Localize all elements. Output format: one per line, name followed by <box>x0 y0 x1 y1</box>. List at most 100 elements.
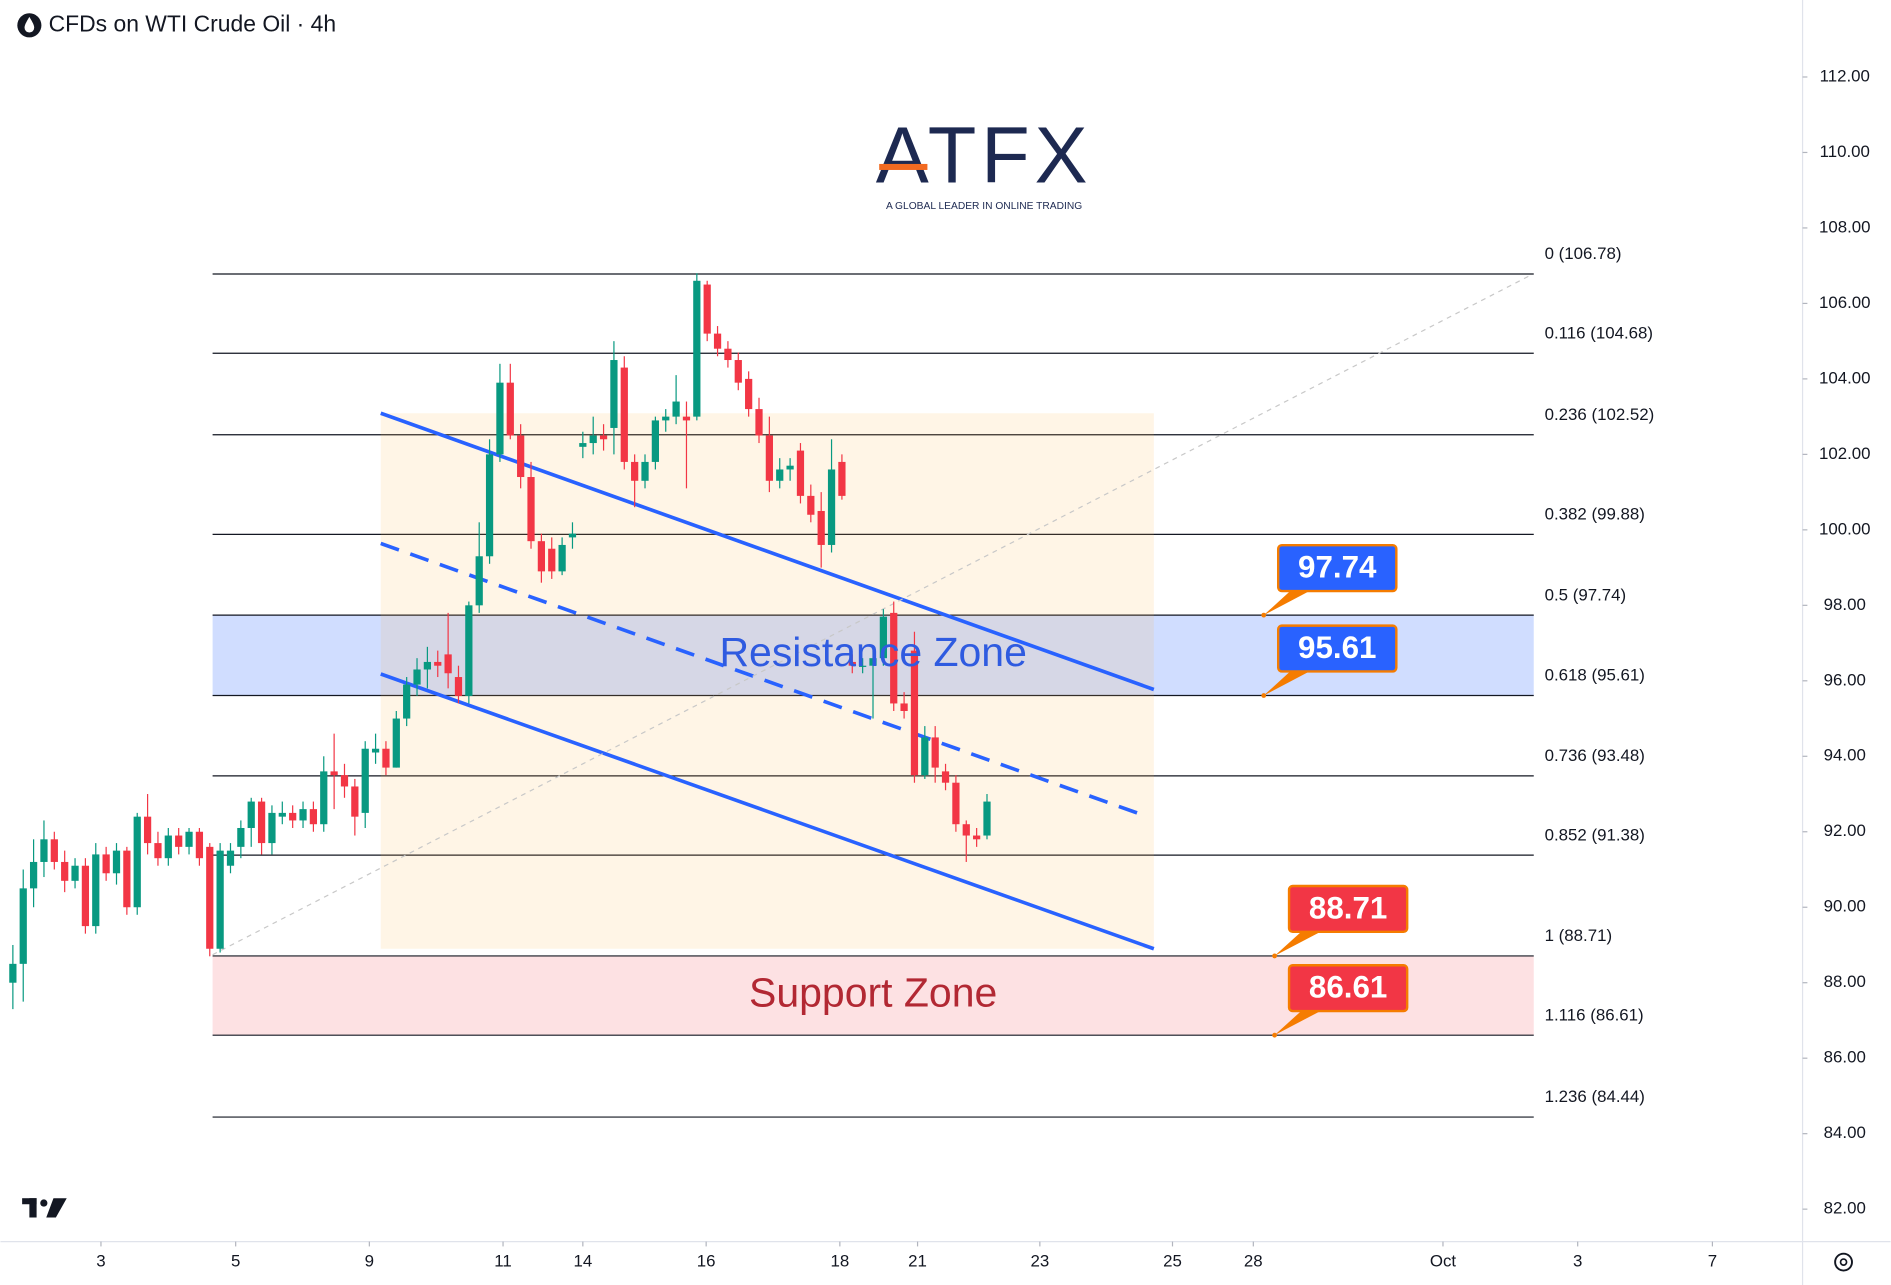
candle-body <box>599 435 608 440</box>
fib-label: 1.236 (84.44) <box>1545 1087 1645 1106</box>
candle-body <box>745 378 753 410</box>
x-tick-label: 16 <box>697 1252 716 1271</box>
y-tick-label: 96.00 <box>1824 670 1866 689</box>
candle-body <box>237 827 245 847</box>
candle-body <box>983 801 991 836</box>
y-tick-label: 100.00 <box>1819 519 1871 538</box>
candle-body <box>631 461 639 481</box>
candle-body <box>807 495 815 515</box>
candle-body <box>351 786 359 817</box>
candle-body <box>185 831 193 847</box>
callout-anchor <box>1272 953 1277 959</box>
header: CFDs on WTI Crude Oil · 4h <box>17 10 336 38</box>
candle-body <box>931 737 939 768</box>
candle-body <box>921 737 929 776</box>
candle-body <box>257 801 266 844</box>
fib-label: 0.736 (93.48) <box>1545 746 1645 765</box>
y-tick-label: 110.00 <box>1820 142 1870 161</box>
candle-body <box>952 782 960 825</box>
x-tick-label: 9 <box>365 1252 374 1271</box>
candle-body <box>247 801 255 828</box>
candle-body <box>485 454 494 557</box>
candle-body <box>143 816 152 844</box>
candle-body <box>403 684 411 719</box>
channel-layer <box>380 411 1155 951</box>
candle-body <box>662 416 670 421</box>
watermark: ATFX A GLOBAL LEADER IN ONLINE TRADING <box>876 111 1088 212</box>
candle-body <box>320 771 328 825</box>
x-tick-label: 11 <box>494 1252 512 1271</box>
candle-body <box>838 461 846 496</box>
candle-body <box>517 435 525 478</box>
candle-body <box>568 533 577 538</box>
y-tick-label: 90.00 <box>1824 897 1866 916</box>
candle-body <box>164 835 172 859</box>
candle-body <box>444 654 452 674</box>
y-tick-label: 106.00 <box>1819 293 1871 312</box>
candle-body <box>81 865 90 927</box>
callout-label: 97.74 <box>1298 550 1377 585</box>
candle-body <box>392 718 400 768</box>
callout-pointer <box>1274 931 1321 956</box>
callout-box <box>1287 964 1409 1013</box>
candle-body <box>859 665 867 667</box>
candle-body <box>620 367 628 462</box>
logo-part <box>46 1198 67 1218</box>
candle-body <box>371 748 380 753</box>
candle-body <box>755 409 763 436</box>
y-tick-label: 112.00 <box>1820 66 1870 85</box>
candle-body <box>589 435 597 444</box>
callout-anchor <box>1261 612 1267 618</box>
x-tick-label: 14 <box>573 1252 592 1271</box>
logo-part <box>40 1199 48 1207</box>
channel-line <box>380 411 1155 692</box>
x-tick-label: 5 <box>231 1252 240 1271</box>
callout-label: 86.61 <box>1309 970 1387 1005</box>
y-tick-label: 86.00 <box>1824 1048 1866 1067</box>
candle-body <box>226 850 235 866</box>
candle-body <box>154 843 162 859</box>
fib-label: 0.852 (91.38) <box>1545 825 1645 844</box>
callout-anchor <box>1261 693 1267 698</box>
fib-trend-line <box>212 274 1532 956</box>
candle-body <box>672 401 680 417</box>
candle-body <box>195 831 204 859</box>
candle-body <box>112 850 121 874</box>
candle-body <box>330 771 338 776</box>
candle-body <box>548 548 556 572</box>
candle-body <box>827 469 836 545</box>
settings-icon[interactable] <box>1834 1252 1853 1272</box>
fib-label: 1 (88.71) <box>1545 926 1612 945</box>
candle-body <box>817 510 825 545</box>
candle-body <box>216 850 224 949</box>
x-tick-label: 3 <box>96 1252 105 1271</box>
fib-label: 0.236 (102.52) <box>1545 405 1655 424</box>
candle-body <box>29 861 38 889</box>
x-tick-label: 7 <box>1708 1252 1717 1271</box>
candle-body <box>641 461 649 481</box>
candle-body <box>610 360 618 428</box>
brand-tagline: A GLOBAL LEADER IN ONLINE TRADING <box>886 201 1082 212</box>
candle-body <box>340 775 349 787</box>
x-tick-label: 21 <box>908 1252 927 1271</box>
candle-body <box>693 280 701 417</box>
candle-body <box>796 450 805 496</box>
candle-body <box>879 616 887 659</box>
x-tick-label: 25 <box>1163 1252 1182 1271</box>
logo-part <box>29 1198 37 1218</box>
candle-body <box>413 669 421 685</box>
candle-body <box>102 854 110 874</box>
candle-body <box>776 469 784 481</box>
candle-body <box>434 661 442 666</box>
candle-body <box>475 556 483 606</box>
labels-layer: 82.00 84.00 86.00 88.00 90.00 92.00 94.00 96.00… <box>96 66 1870 1270</box>
candle-body <box>361 748 369 813</box>
candle-body <box>734 360 742 383</box>
settings-gear[interactable] <box>1834 1252 1853 1272</box>
chart-title: CFDs on WTI Crude Oil · 4h <box>49 10 336 36</box>
candle-body <box>71 865 79 881</box>
y-tick-label: 92.00 <box>1824 821 1866 840</box>
candle-body <box>299 809 307 821</box>
